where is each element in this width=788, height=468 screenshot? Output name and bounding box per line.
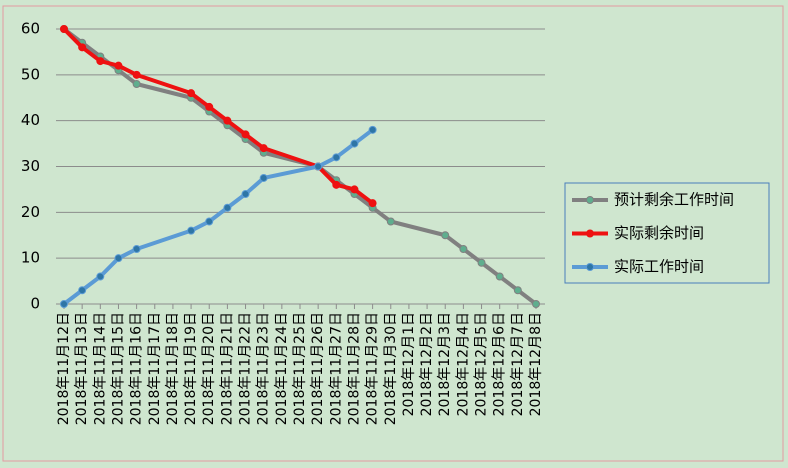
x-tick-label: 2018年11月15日 (110, 312, 126, 425)
point (132, 245, 141, 253)
y-tick-label: 10 (21, 249, 40, 267)
point (459, 245, 468, 253)
x-tick-label: 2018年12月5日 (474, 312, 490, 416)
point (132, 80, 141, 88)
y-tick-label: 0 (30, 295, 40, 313)
x-tick-label: 2018年11月12日 (56, 312, 72, 425)
point (441, 231, 450, 240)
point (60, 25, 68, 33)
x-tick-label: 2018年11月27日 (328, 312, 344, 425)
point (132, 70, 141, 79)
point (477, 258, 486, 267)
x-tick-label: 2018年12月2日 (419, 312, 435, 416)
x-tick-label: 2018年11月29日 (365, 312, 381, 425)
point (532, 300, 540, 308)
x-tick-label: 2018年11月24日 (274, 312, 290, 425)
x-tick-label: 2018年12月8日 (528, 312, 544, 416)
point (241, 130, 250, 139)
x-tick-label: 2018年11月20日 (201, 312, 217, 425)
point (187, 89, 196, 98)
point (332, 153, 341, 162)
point (350, 139, 359, 148)
y-tick-label: 50 (21, 65, 40, 83)
x-tick-label: 2018年11月25日 (292, 312, 308, 425)
point (96, 272, 105, 281)
legend-label: 实际工作时间 (614, 258, 704, 276)
point (495, 272, 504, 281)
chart-border (2, 5, 784, 462)
legend-label: 预计剩余工作时间 (614, 191, 734, 209)
x-tick-label: 2018年11月22日 (238, 312, 254, 425)
x-tick-label: 2018年12月1日 (401, 312, 417, 416)
x-tick-label: 2018年11月26日 (310, 312, 326, 425)
point (368, 125, 377, 134)
x-tick-label: 2018年11月23日 (256, 312, 272, 425)
x-tick-label: 2018年12月6日 (492, 312, 508, 416)
point (332, 180, 341, 189)
point (368, 199, 377, 208)
x-tick-label: 2018年11月16日 (129, 312, 145, 425)
point (114, 254, 123, 263)
x-tick-label: 2018年11月18日 (165, 312, 181, 425)
point (259, 144, 268, 153)
point (187, 226, 196, 235)
legend-marker (586, 196, 594, 204)
x-tick-label: 2018年11月17日 (147, 312, 163, 425)
x-tick-label: 2018年12月7日 (510, 312, 526, 416)
point (259, 173, 268, 182)
point (78, 43, 87, 52)
legend-label: 实际剩余时间 (614, 224, 704, 242)
y-tick-label: 30 (21, 157, 40, 175)
point (314, 162, 323, 171)
point (223, 203, 232, 212)
point (223, 116, 232, 125)
point (60, 300, 68, 308)
point (350, 185, 359, 194)
point (241, 190, 250, 198)
legend-marker (586, 229, 594, 238)
y-tick-label: 20 (21, 203, 40, 221)
x-tick-label: 2018年12月4日 (455, 312, 471, 416)
point (78, 286, 87, 295)
x-tick-label: 2018年11月21日 (219, 312, 235, 425)
point (114, 61, 123, 70)
point (205, 102, 214, 111)
x-tick-label: 2018年11月13日 (74, 312, 90, 425)
x-tick-label: 2018年11月14日 (92, 312, 108, 425)
x-tick-label: 2018年11月19日 (183, 312, 199, 425)
x-tick-label: 2018年11月28日 (346, 312, 362, 425)
point (96, 57, 105, 66)
x-tick-label: 2018年11月30日 (383, 312, 399, 425)
x-tick-label: 2018年12月3日 (437, 312, 453, 416)
point (205, 217, 214, 226)
point (513, 286, 522, 295)
legend-marker (586, 263, 594, 271)
y-tick-label: 60 (21, 20, 40, 38)
point (386, 217, 395, 226)
y-tick-label: 40 (21, 111, 40, 129)
